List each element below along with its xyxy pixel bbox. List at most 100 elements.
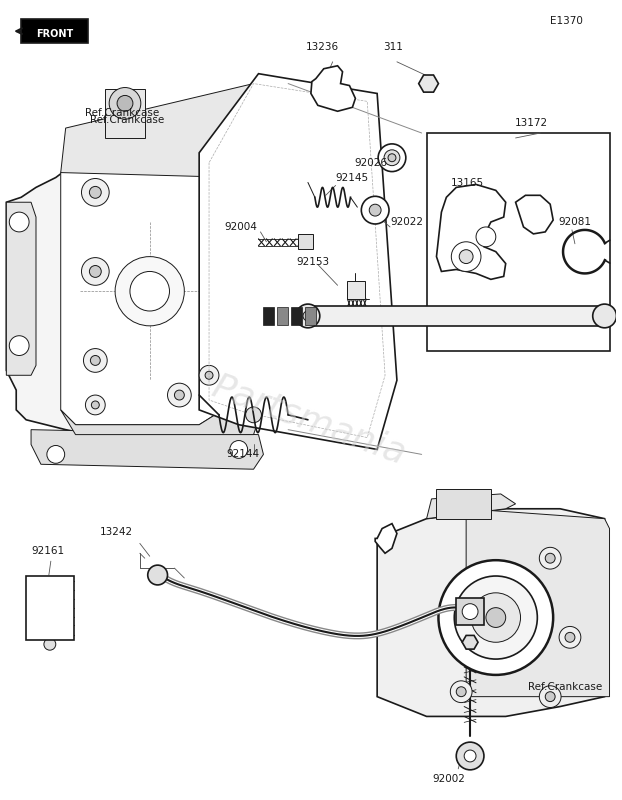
Circle shape (388, 154, 396, 162)
Circle shape (471, 593, 521, 642)
Bar (457, 598, 484, 626)
Polygon shape (466, 509, 610, 697)
Bar (105, 89, 145, 138)
Circle shape (337, 94, 348, 106)
Circle shape (439, 560, 553, 675)
Circle shape (464, 750, 476, 762)
Polygon shape (239, 103, 293, 420)
Polygon shape (419, 75, 439, 92)
Circle shape (325, 78, 331, 85)
Circle shape (545, 554, 555, 563)
Circle shape (454, 576, 537, 659)
Text: 92022: 92022 (390, 217, 423, 227)
Text: Ref.Crankcase: Ref.Crankcase (90, 115, 165, 126)
Text: 92145: 92145 (336, 173, 369, 182)
Bar (264, 307, 274, 325)
Circle shape (230, 441, 248, 458)
Bar (26, 576, 73, 640)
Polygon shape (6, 202, 36, 375)
Bar (277, 307, 288, 325)
Circle shape (424, 78, 434, 89)
Circle shape (205, 371, 213, 379)
Polygon shape (31, 430, 264, 470)
Polygon shape (427, 494, 516, 518)
Text: 92161: 92161 (31, 546, 64, 556)
Bar (291, 307, 302, 325)
Circle shape (539, 547, 561, 569)
Polygon shape (516, 195, 553, 234)
Text: Partsmania: Partsmania (207, 369, 411, 470)
Bar (437, 489, 491, 518)
Text: 13236: 13236 (306, 42, 339, 52)
Circle shape (109, 87, 141, 119)
Text: 311: 311 (383, 42, 403, 52)
Circle shape (559, 626, 581, 648)
Circle shape (476, 227, 496, 246)
Circle shape (90, 266, 101, 278)
Polygon shape (377, 509, 605, 717)
Text: FRONT: FRONT (36, 29, 73, 39)
Polygon shape (311, 66, 355, 111)
Circle shape (81, 178, 109, 206)
Circle shape (148, 565, 167, 585)
Circle shape (9, 212, 29, 232)
Circle shape (296, 304, 320, 328)
Bar (21, 19, 88, 43)
Polygon shape (61, 148, 239, 425)
Circle shape (115, 257, 184, 326)
Circle shape (9, 336, 29, 355)
Polygon shape (61, 83, 288, 178)
Bar (308, 306, 605, 326)
Text: E1370: E1370 (550, 16, 583, 26)
Circle shape (81, 258, 109, 286)
Text: Ref.Crankcase: Ref.Crankcase (85, 108, 160, 118)
Text: 13242: 13242 (100, 526, 133, 537)
Polygon shape (6, 114, 254, 434)
Text: Ref.Crankcase: Ref.Crankcase (529, 682, 603, 692)
Circle shape (90, 186, 101, 198)
Bar (298, 234, 313, 249)
Circle shape (85, 395, 105, 415)
Circle shape (90, 355, 100, 366)
Text: 92004: 92004 (224, 222, 257, 232)
Text: 92002: 92002 (432, 774, 465, 784)
Circle shape (246, 407, 261, 422)
Bar (348, 282, 365, 299)
Circle shape (199, 366, 219, 385)
Circle shape (47, 446, 65, 463)
Circle shape (450, 681, 472, 702)
Circle shape (321, 74, 335, 89)
Circle shape (340, 98, 345, 103)
Text: 92026: 92026 (354, 158, 387, 168)
Text: 13165: 13165 (452, 178, 485, 187)
Text: 92153: 92153 (296, 257, 329, 266)
Circle shape (459, 250, 473, 263)
Circle shape (91, 401, 100, 409)
Circle shape (378, 144, 406, 171)
Polygon shape (375, 524, 397, 554)
Polygon shape (437, 185, 506, 279)
Text: 13172: 13172 (514, 118, 548, 128)
Text: 92081: 92081 (558, 217, 591, 227)
Circle shape (452, 242, 481, 271)
Circle shape (462, 604, 478, 619)
Polygon shape (61, 400, 259, 434)
Circle shape (486, 608, 506, 627)
Bar (427, 133, 610, 350)
Circle shape (167, 383, 191, 407)
Circle shape (539, 686, 561, 707)
Circle shape (384, 150, 400, 166)
Circle shape (361, 196, 389, 224)
Circle shape (545, 692, 555, 702)
Circle shape (44, 638, 56, 650)
Circle shape (83, 349, 107, 372)
Circle shape (303, 311, 313, 321)
Circle shape (593, 304, 616, 328)
Circle shape (457, 686, 466, 697)
Circle shape (565, 632, 575, 642)
Bar (305, 307, 316, 325)
Polygon shape (199, 74, 397, 450)
Circle shape (174, 390, 184, 400)
Circle shape (369, 204, 381, 216)
Circle shape (457, 742, 484, 770)
